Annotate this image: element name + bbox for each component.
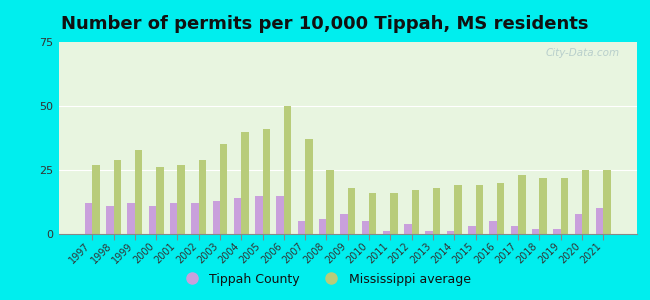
Bar [326, 170, 334, 234]
Bar [135, 149, 142, 234]
Bar [603, 170, 611, 234]
Bar [298, 221, 305, 234]
Bar [276, 196, 284, 234]
Bar [468, 226, 476, 234]
Bar [369, 193, 376, 234]
Bar [361, 221, 369, 234]
Bar [582, 170, 590, 234]
Bar [596, 208, 603, 234]
Bar [255, 196, 263, 234]
Bar [404, 224, 411, 234]
Bar [191, 203, 199, 234]
Bar [454, 185, 462, 234]
Bar [92, 165, 99, 234]
Bar [511, 226, 518, 234]
Bar [114, 160, 121, 234]
Bar [319, 219, 326, 234]
Bar [476, 185, 483, 234]
Bar [177, 165, 185, 234]
Bar [106, 206, 114, 234]
Bar [263, 129, 270, 234]
Bar [518, 175, 526, 234]
Text: Number of permits per 10,000 Tippah, MS residents: Number of permits per 10,000 Tippah, MS … [61, 15, 589, 33]
Bar [540, 178, 547, 234]
Bar [127, 203, 135, 234]
Bar [433, 188, 440, 234]
Bar [411, 190, 419, 234]
Bar [391, 193, 398, 234]
Bar [234, 198, 241, 234]
Bar [348, 188, 355, 234]
Bar [561, 178, 568, 234]
Bar [241, 132, 249, 234]
Bar [84, 203, 92, 234]
Bar [199, 160, 206, 234]
Bar [156, 167, 164, 234]
Bar [383, 231, 391, 234]
Bar [575, 214, 582, 234]
Bar [532, 229, 539, 234]
Bar [220, 144, 228, 234]
Bar [170, 203, 177, 234]
Legend: Tippah County, Mississippi average: Tippah County, Mississippi average [174, 268, 476, 291]
Bar [213, 201, 220, 234]
Bar [149, 206, 156, 234]
Bar [305, 139, 313, 234]
Bar [497, 183, 504, 234]
Bar [489, 221, 497, 234]
Bar [553, 229, 561, 234]
Bar [447, 231, 454, 234]
Text: City-Data.com: City-Data.com [545, 48, 619, 58]
Bar [426, 231, 433, 234]
Bar [284, 106, 291, 234]
Bar [341, 214, 348, 234]
